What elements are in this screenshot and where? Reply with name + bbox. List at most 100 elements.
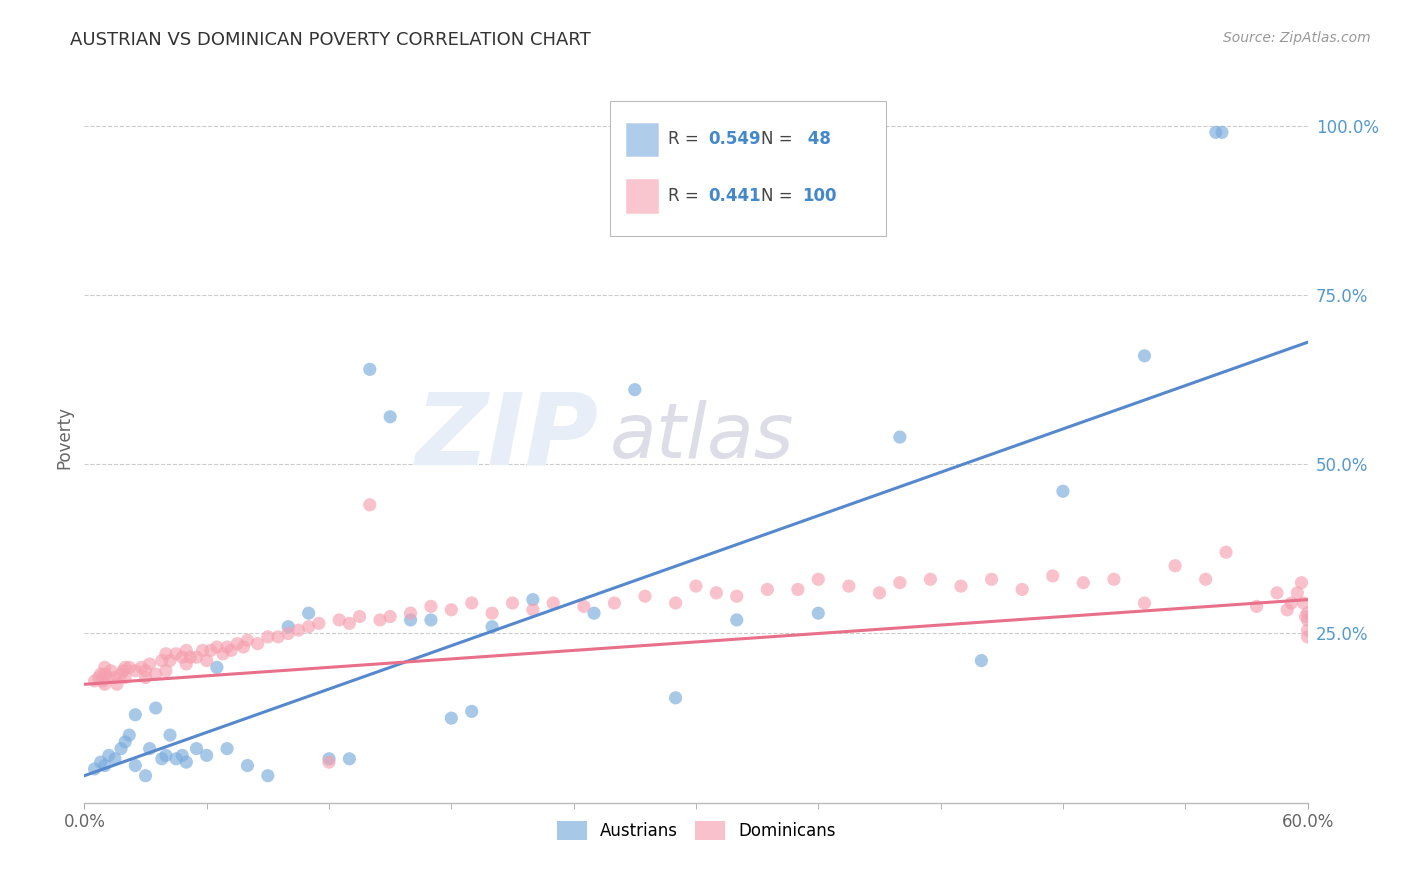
Point [174, 657, 197, 671]
Point [756, 582, 779, 597]
Point [807, 572, 830, 586]
Point [159, 728, 181, 742]
Point [155, 748, 177, 763]
Point [1296, 613, 1319, 627]
Point [706, 586, 728, 600]
Point [380, 409, 402, 424]
Point [186, 650, 208, 665]
Point [572, 599, 595, 614]
Point [91, 673, 114, 688]
Point [100, 664, 122, 678]
Point [787, 582, 810, 597]
Point [380, 609, 402, 624]
FancyBboxPatch shape [626, 122, 658, 156]
Point [93, 667, 115, 681]
Text: N =: N = [761, 186, 797, 204]
Point [159, 654, 181, 668]
Point [93, 677, 115, 691]
Point [665, 596, 688, 610]
Point [603, 596, 626, 610]
Point [1205, 125, 1227, 139]
Point [368, 613, 391, 627]
Point [1295, 609, 1317, 624]
Point [522, 592, 544, 607]
FancyBboxPatch shape [610, 101, 886, 235]
Point [226, 637, 249, 651]
Text: ZIP: ZIP [415, 389, 598, 485]
Point [308, 616, 330, 631]
Point [155, 664, 177, 678]
Point [112, 664, 135, 678]
Point [124, 758, 146, 772]
Point [172, 748, 194, 763]
Point [179, 650, 201, 665]
Point [1286, 586, 1309, 600]
Point [502, 596, 524, 610]
Point [583, 606, 606, 620]
Point [889, 575, 911, 590]
Point [114, 660, 136, 674]
Point [624, 383, 647, 397]
Point [481, 606, 503, 620]
Point [155, 647, 177, 661]
Y-axis label: Poverty: Poverty [55, 406, 73, 468]
Point [665, 690, 688, 705]
Point [87, 671, 110, 685]
Point [110, 667, 132, 681]
Point [869, 586, 891, 600]
Point [277, 620, 299, 634]
Point [318, 752, 340, 766]
Point [145, 667, 167, 681]
Point [359, 498, 381, 512]
Point [90, 667, 112, 681]
Point [219, 643, 242, 657]
Point [138, 657, 160, 671]
Point [1211, 125, 1233, 139]
Point [980, 572, 1002, 586]
Point [318, 755, 340, 769]
Point [83, 762, 105, 776]
Text: R =: R = [668, 186, 704, 204]
Point [110, 741, 132, 756]
Point [195, 748, 218, 763]
Point [1164, 558, 1187, 573]
Point [1215, 545, 1237, 559]
Point [543, 596, 565, 610]
Point [1296, 630, 1319, 644]
Text: 0.441: 0.441 [709, 186, 761, 204]
Point [838, 579, 860, 593]
Point [725, 589, 748, 603]
Point [200, 643, 222, 657]
Text: AUSTRIAN VS DOMINICAN POVERTY CORRELATION CHART: AUSTRIAN VS DOMINICAN POVERTY CORRELATIO… [70, 31, 591, 49]
Point [246, 637, 269, 651]
Point [440, 711, 463, 725]
Point [807, 606, 830, 620]
Text: 0.549: 0.549 [709, 130, 761, 148]
FancyBboxPatch shape [626, 179, 658, 212]
Point [104, 752, 127, 766]
Point [138, 741, 160, 756]
Point [83, 673, 105, 688]
Point [420, 613, 443, 627]
Point [349, 609, 371, 624]
Point [277, 626, 299, 640]
Point [104, 671, 127, 685]
Point [150, 752, 173, 766]
Point [114, 671, 136, 685]
Point [205, 640, 228, 654]
Point [97, 748, 120, 763]
Point [93, 660, 115, 674]
Point [1296, 623, 1319, 637]
Point [1011, 582, 1033, 597]
Point [481, 620, 503, 634]
Point [920, 572, 942, 586]
Point [359, 362, 381, 376]
Point [186, 741, 208, 756]
Point [1052, 484, 1074, 499]
Point [90, 755, 112, 769]
Point [461, 705, 484, 719]
Point [1292, 596, 1315, 610]
Point [124, 664, 146, 678]
Point [236, 633, 259, 648]
Point [145, 701, 167, 715]
